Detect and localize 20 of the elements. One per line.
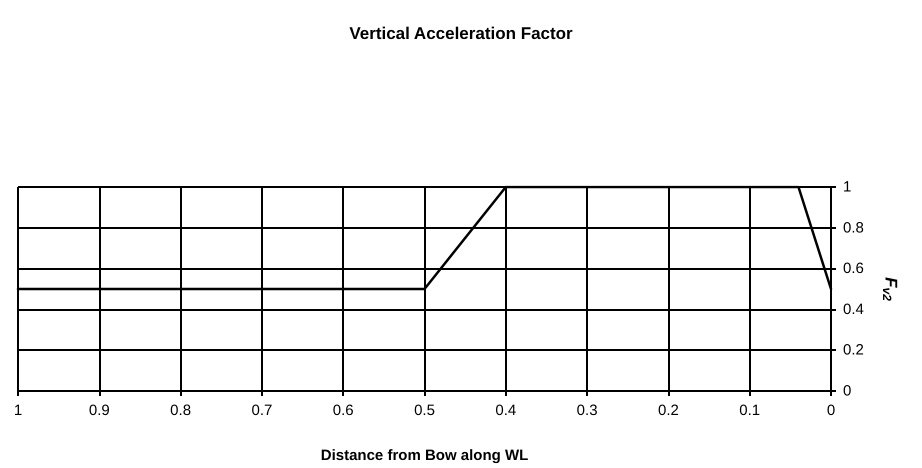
x-tick-label: 0.4 bbox=[495, 402, 516, 419]
x-tick-label: 0.5 bbox=[414, 402, 435, 419]
x-tick-label: 0.1 bbox=[739, 402, 760, 419]
y-tick-label: 0.8 bbox=[843, 219, 864, 236]
x-tick-label: 0.6 bbox=[332, 402, 354, 419]
x-axis-title: Distance from Bow along WL bbox=[320, 447, 528, 464]
chart-title: Vertical Acceleration Factor bbox=[349, 24, 574, 43]
y-tick-label: 0 bbox=[843, 382, 852, 400]
x-tick-label: 0.8 bbox=[170, 402, 192, 419]
x-tick-label: 0.2 bbox=[658, 402, 679, 419]
x-tick-label: 0 bbox=[826, 402, 836, 419]
x-tick-label: 0.7 bbox=[251, 402, 272, 419]
y-tick-label: 0.4 bbox=[843, 300, 864, 318]
y-tick-label: 0.6 bbox=[843, 260, 864, 278]
y-tick-label: 1 bbox=[843, 178, 852, 196]
x-tick-label: 0.3 bbox=[576, 402, 598, 419]
y-tick-label: 0.2 bbox=[843, 342, 864, 359]
x-tick-label: 0.9 bbox=[88, 402, 110, 419]
y-axis-title: Fv2 bbox=[880, 277, 900, 302]
x-tick-label: 1 bbox=[14, 402, 22, 419]
